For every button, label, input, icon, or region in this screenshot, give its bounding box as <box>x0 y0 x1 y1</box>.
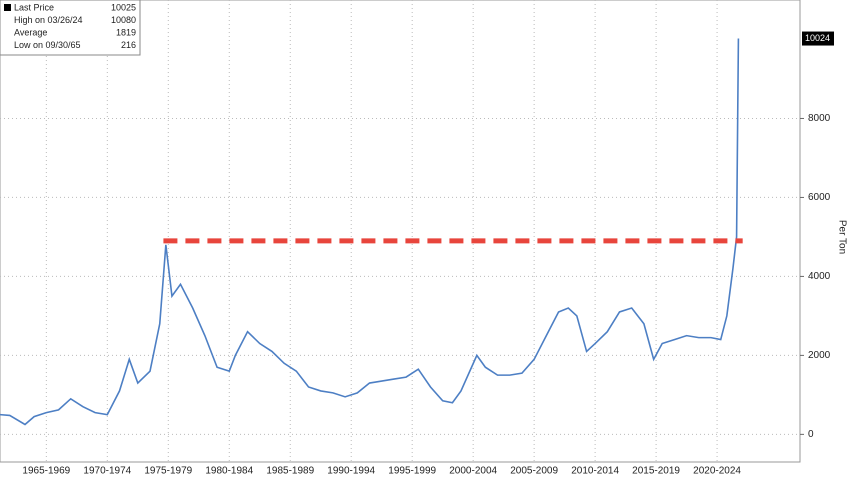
x-tick-label: 1975-1979 <box>144 466 192 477</box>
x-tick-label: 2010-2014 <box>571 466 619 477</box>
legend-value: 10080 <box>111 15 136 25</box>
last-price-box <box>802 31 834 46</box>
x-tick-label: 2005-2009 <box>510 466 558 477</box>
price-line <box>0 38 740 426</box>
y-tick-label: 2000 <box>808 350 831 361</box>
x-tick-label: 1965-1969 <box>22 466 70 477</box>
plot-frame <box>0 0 801 463</box>
y-tick-label: 4000 <box>808 271 831 282</box>
y-tick-label: 8000 <box>808 113 831 124</box>
legend-value: 216 <box>121 40 136 50</box>
y-tick-label: 6000 <box>808 192 831 203</box>
last-price-label: 10024 <box>805 33 830 43</box>
y-tick-label: 0 <box>808 429 814 440</box>
legend-label: High on 03/26/24 <box>14 15 83 25</box>
legend-value: 1819 <box>116 27 136 37</box>
legend-label: Last Price <box>14 2 54 12</box>
legend-label: Low on 09/30/65 <box>14 40 81 50</box>
x-tick-label: 2015-2019 <box>632 466 680 477</box>
x-tick-label: 2000-2004 <box>449 466 497 477</box>
y-axis-label: Per Ton <box>836 220 847 254</box>
legend-swatch <box>4 4 11 11</box>
x-tick-label: 2020-2024 <box>693 466 741 477</box>
x-tick-label: 1990-1994 <box>327 466 375 477</box>
legend-box <box>0 0 141 56</box>
legend-value: 10025 <box>111 2 136 12</box>
x-tick-label: 1995-1999 <box>388 466 436 477</box>
x-tick-label: 1985-1989 <box>266 466 314 477</box>
x-tick-label: 1980-1984 <box>205 466 253 477</box>
legend-label: Average <box>14 27 47 37</box>
x-tick-label: 1970-1974 <box>83 466 131 477</box>
